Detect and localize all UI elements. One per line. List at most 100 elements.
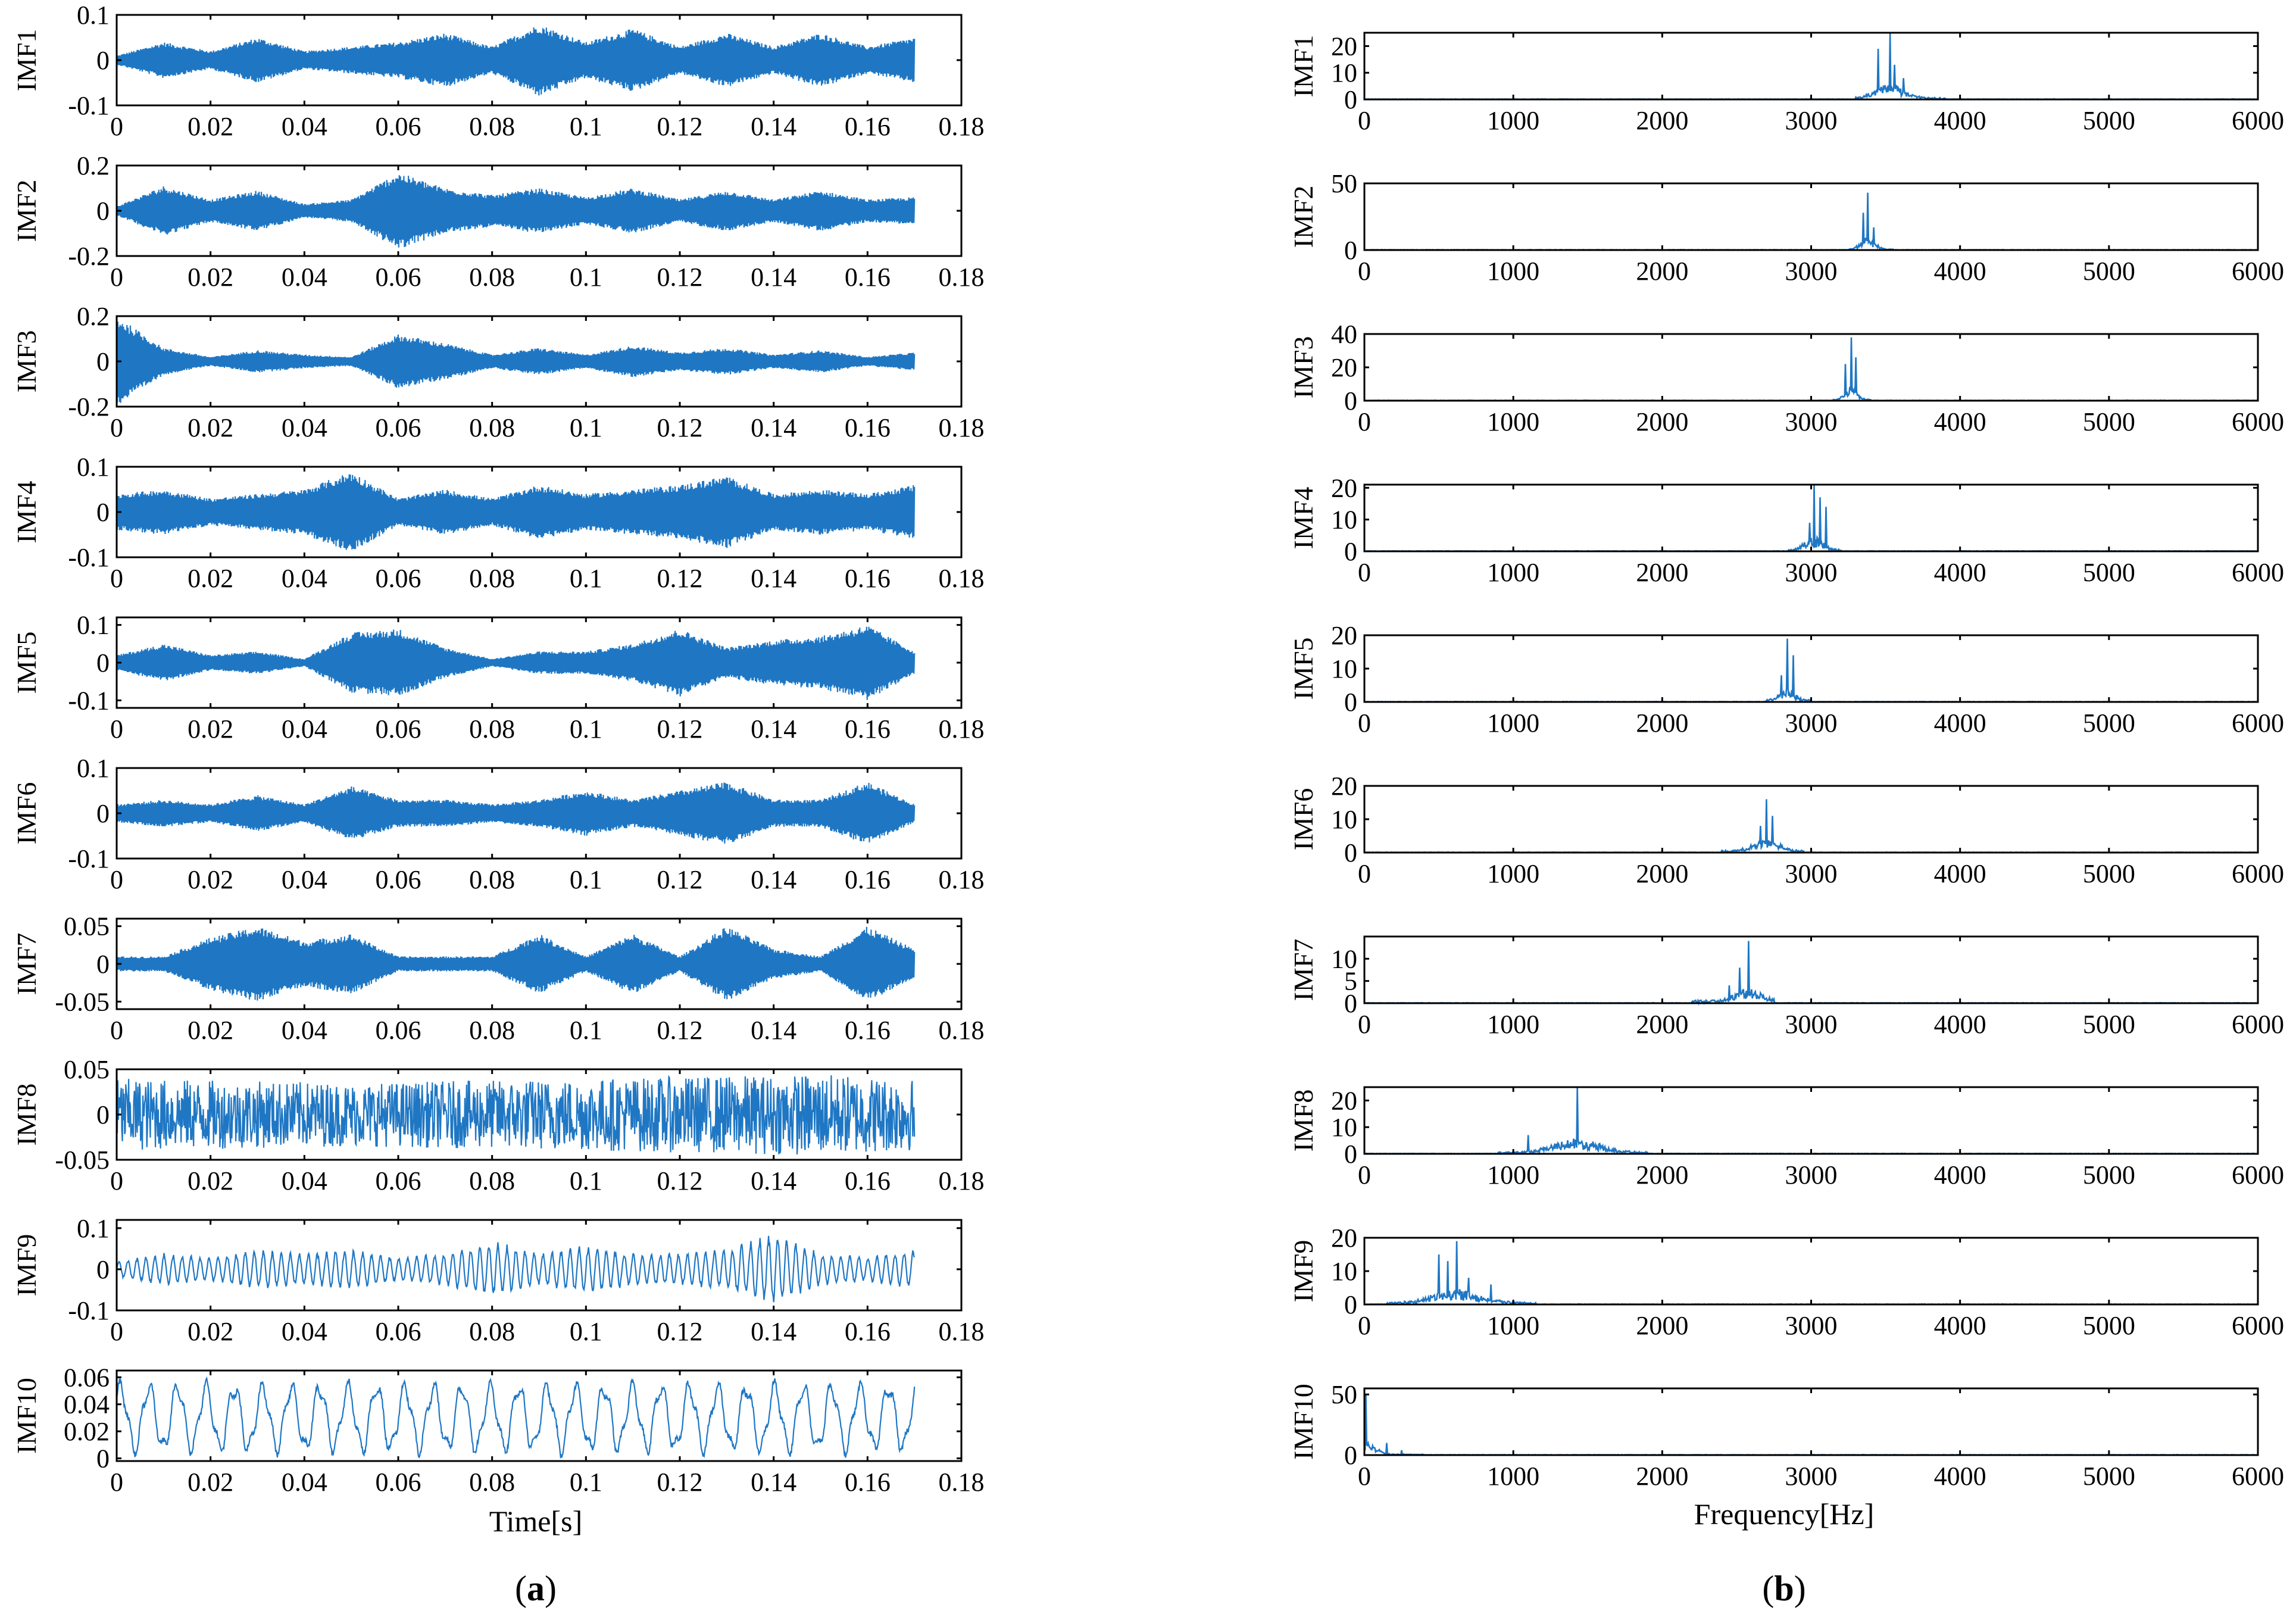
x-tick-label: 0.18: [939, 413, 985, 442]
y-tick-label: 0.02: [64, 1417, 110, 1446]
y-tick-label: 0: [96, 196, 110, 226]
series-line-imf9: [1364, 1241, 2258, 1306]
x-tick-label: 2000: [1636, 558, 1688, 587]
series-line-imf8: [115, 1075, 916, 1154]
axes-box: [1363, 785, 2259, 854]
x-tick-label: 0: [1358, 859, 1371, 888]
axes-box: [1363, 32, 2259, 101]
x-tick-label: 0.18: [939, 714, 985, 744]
y-tick-label: -0.2: [68, 392, 110, 422]
x-tick-label: 0.02: [188, 1468, 233, 1497]
x-tick-label: 0: [1358, 1010, 1371, 1039]
subplot-imf1: 0 0.02 0.04 0.06 0.08 0.1 0.12 0.14 0.16 0.18 -0.1…: [11, 1, 985, 141]
y-axis-label: IMF7: [11, 933, 42, 995]
x-tick-label: 6000: [2232, 1311, 2284, 1340]
x-tick-label: 0.06: [376, 714, 421, 744]
y-tick-label: -0.2: [68, 242, 110, 271]
x-tick-label: 0.12: [657, 1317, 703, 1346]
x-tick-label: 0.12: [657, 112, 703, 141]
x-tick-label: 0.06: [376, 1468, 421, 1497]
y-axis-label: IMF6: [1288, 788, 1319, 851]
x-tick-label: 0: [110, 112, 123, 141]
x-tick-label: 1000: [1487, 1160, 1539, 1190]
subplot-imf7: 0 0.02 0.04 0.06 0.08 0.1 0.12 0.14 0.16 0.18 -0.0…: [11, 912, 985, 1045]
x-tick-label: 0.16: [845, 865, 891, 894]
x-tick-label: 0.16: [845, 564, 891, 593]
x-tick-label: 0.08: [469, 263, 515, 292]
x-tick-label: 0: [1358, 407, 1371, 436]
y-axis-label: IMF5: [1288, 638, 1319, 700]
y-tick-label: 10: [1331, 654, 1357, 683]
x-tick-label: 6000: [2232, 708, 2284, 738]
x-tick-label: 1000: [1487, 859, 1539, 888]
x-tick-label: 0.18: [939, 1166, 985, 1196]
y-tick-label: 0: [96, 347, 110, 376]
y-tick-label: 0: [1344, 386, 1357, 416]
y-tick-label: -0.1: [68, 1296, 110, 1325]
y-tick-label: 20: [1331, 32, 1357, 61]
x-tick-label: 0.04: [282, 865, 327, 894]
subplot-imf4: 0 0.02 0.04 0.06 0.08 0.1 0.12 0.14 0.16 0.18 -0.1…: [11, 452, 985, 593]
series-line-imf10: [1363, 1394, 2258, 1456]
x-tick-label: 0.14: [751, 1016, 796, 1045]
x-tick-label: 0.1: [570, 112, 602, 141]
x-tick-label: 0.12: [657, 263, 703, 292]
x-tick-label: 0.14: [751, 1468, 796, 1497]
x-tick-label: 0: [1358, 257, 1371, 286]
x-tick-label: 5000: [2083, 708, 2135, 738]
x-tick-label: 0.1: [570, 413, 602, 442]
y-tick-label: -0.1: [68, 844, 110, 873]
y-axis-label: IMF2: [11, 180, 42, 242]
axes-box: [1363, 1237, 2259, 1306]
x-tick-label: 3000: [1785, 106, 1838, 135]
y-axis-label: IMF9: [11, 1234, 42, 1297]
x-tick-label: 6000: [2232, 1160, 2284, 1190]
y-tick-label: 20: [1331, 1223, 1357, 1253]
subplot-imf8: 0 0.02 0.04 0.06 0.08 0.1 0.12 0.14 0.16 0.18 -0.0…: [11, 1055, 985, 1196]
subplot-imf2: 0 1000 2000 3000 4000 5000 6000 0 50 IMF2: [1288, 169, 2284, 286]
y-tick-label: 5: [1344, 967, 1357, 996]
y-tick-label: 0: [1344, 236, 1357, 265]
x-tick-label: 0.18: [939, 865, 985, 894]
x-tick-label: 6000: [2232, 1462, 2284, 1491]
x-tick-label: 0.06: [376, 413, 421, 442]
y-axis-label: IMF5: [11, 632, 42, 694]
x-tick-label: 0.06: [376, 112, 421, 141]
axes-box: [1363, 1086, 2259, 1155]
y-tick-label: 0.2: [77, 151, 110, 180]
x-tick-label: 0.16: [845, 1166, 891, 1196]
y-tick-label: 0: [96, 799, 110, 828]
x-tick-label: 4000: [1934, 708, 1986, 738]
x-tick-label: 0.08: [469, 1468, 515, 1497]
x-tick-label: 0.1: [570, 564, 602, 593]
x-tick-label: 0: [110, 1166, 123, 1196]
time-domain-panel: 0 0.02 0.04 0.06 0.08 0.1 0.12 0.14 0.16 0.18-0.1…: [11, 1, 985, 1497]
y-tick-label: 0: [1344, 838, 1357, 867]
x-tick-label: 0.14: [751, 714, 796, 744]
series-line-imf7: [1364, 941, 2258, 1006]
y-axis-label: IMF6: [11, 782, 42, 845]
x-tick-label: 0.02: [188, 1016, 233, 1045]
y-tick-label: 0.1: [77, 1, 110, 30]
x-tick-label: 0.02: [188, 1166, 233, 1196]
x-tick-label: 0: [110, 1468, 123, 1497]
y-axis-label: IMF7: [1288, 939, 1319, 1001]
x-tick-label: 5000: [2083, 1311, 2135, 1340]
y-tick-label: 50: [1331, 169, 1357, 198]
x-tick-label: 0.14: [751, 564, 796, 593]
x-tick-label: 0.04: [282, 1468, 327, 1497]
axes-box: [1363, 182, 2259, 251]
x-tick-label: 0: [1358, 1462, 1371, 1491]
x-tick-label: 0.12: [657, 564, 703, 593]
y-tick-label: 0: [1344, 688, 1357, 717]
x-tick-label: 0.1: [570, 263, 602, 292]
x-tick-label: 0.12: [657, 1166, 703, 1196]
y-tick-label: 0: [1344, 1441, 1357, 1470]
x-tick-label: 0.12: [657, 1468, 703, 1497]
y-tick-label: 0: [96, 498, 110, 527]
subplot-imf10: 0 1000 2000 3000 4000 5000 6000 0 50 IMF10: [1288, 1380, 2284, 1491]
y-tick-label: 0: [1344, 1140, 1357, 1169]
x-tick-label: 0.04: [282, 1317, 327, 1346]
x-tick-label: 0.08: [469, 112, 515, 141]
